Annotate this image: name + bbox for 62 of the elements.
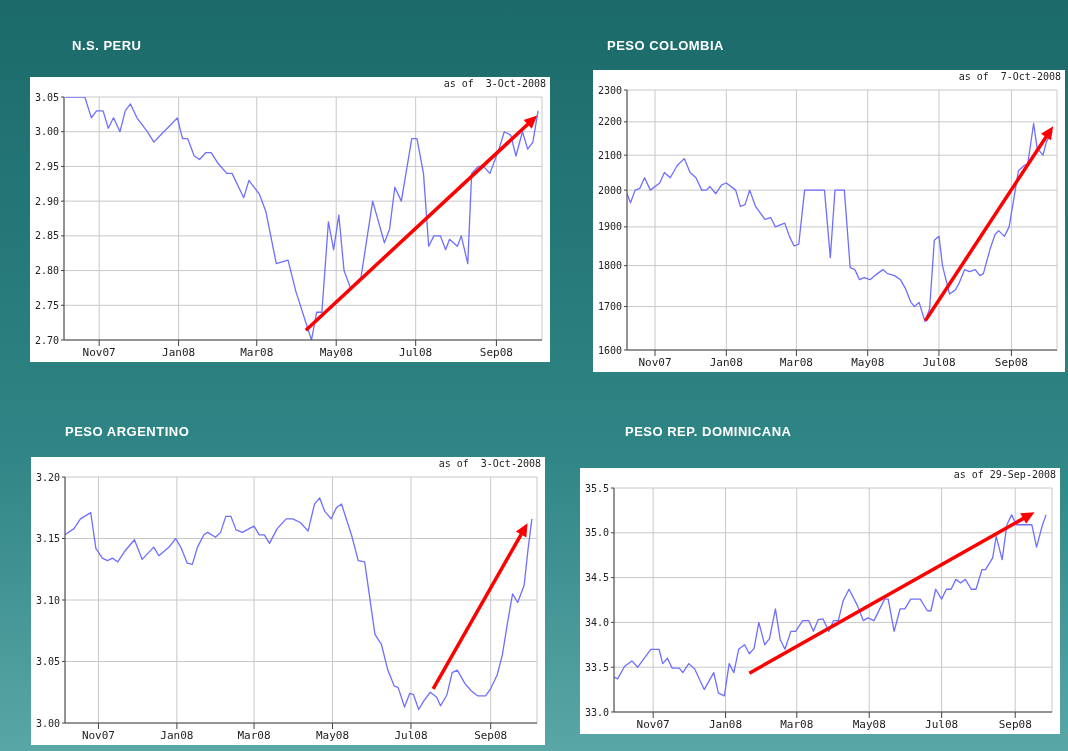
chart-title: PESO COLOMBIA [607,38,725,53]
x-tick-label: Mar08 [780,717,814,731]
x-tick-label: Nov07 [636,717,670,731]
y-tick-label: 2.80 [34,265,59,277]
y-tick-label: 2.75 [34,299,59,311]
y-tick-label: 2000 [597,184,622,196]
text: as of 29-Sep-2008 [953,469,1056,480]
x-tick-label: Mar08 [779,355,813,369]
y-tick-label: 2100 [597,149,622,161]
chart-title: N.S. PERU [72,38,142,53]
x-tick-label: May08 [851,355,885,369]
y-tick-label: 34.5 [584,572,609,584]
x-tick-label: Jul08 [925,717,959,731]
y-tick-label: 1900 [597,221,622,233]
y-tick-label: 3.10 [35,594,60,606]
y-tick-label: 34.0 [584,616,609,628]
y-tick-label: 2200 [597,116,622,128]
y-tick-label: 2.70 [34,334,59,346]
x-tick-label: Nov07 [82,345,116,359]
y-tick-label: 3.05 [35,656,60,668]
x-tick-label: Jan08 [709,355,743,369]
y-tick-label: 35.0 [584,527,609,539]
x-tick-label: Jul08 [922,355,956,369]
x-tick-label: Jul08 [394,728,428,742]
y-tick-label: 2.95 [34,160,59,172]
x-tick-label: Mar08 [237,728,271,742]
x-tick-label: Nov07 [638,355,672,369]
x-tick-label: Jul08 [399,345,433,359]
line-series [614,514,1047,697]
x-tick-label: Jan08 [160,728,194,742]
y-tick-label: 3.20 [35,471,60,483]
x-tick-label: May08 [852,717,886,731]
y-tick-label: 3.15 [35,533,60,545]
chart-title: PESO REP. DOMINICANA [625,424,792,439]
chart-title: PESO ARGENTINO [65,424,190,439]
y-tick-label: 3.00 [34,126,59,138]
text: as of 3-Oct-2008 [438,458,541,469]
y-tick-label: 1600 [597,344,622,356]
x-tick-label: May08 [315,728,350,742]
x-tick-label: Sep08 [479,345,513,359]
x-tick-label: Sep08 [998,717,1032,731]
y-tick-label: 1800 [597,260,622,272]
y-tick-label: 33.0 [584,706,609,718]
line-series [627,122,1053,323]
x-tick-label: Sep08 [994,355,1028,369]
y-tick-label: 2.85 [34,230,59,242]
y-tick-label: 3.05 [34,91,59,103]
text: as of 7-Oct-2008 [958,71,1061,82]
y-tick-label: 35.5 [584,482,609,494]
x-tick-label: Jan08 [162,345,196,359]
text: as of 3-Oct-2008 [443,78,546,89]
x-tick-label: Nov07 [81,728,115,742]
x-tick-label: Jan08 [709,717,743,731]
y-tick-label: 1700 [597,301,622,313]
x-tick-label: Mar08 [240,345,274,359]
x-tick-label: May08 [319,345,353,359]
y-tick-label: 2300 [597,84,622,96]
y-tick-label: 3.00 [35,717,60,729]
y-tick-label: 33.5 [584,661,609,673]
line-series [65,497,533,711]
x-tick-label: Sep08 [474,728,508,742]
y-tick-label: 2.90 [34,195,59,207]
